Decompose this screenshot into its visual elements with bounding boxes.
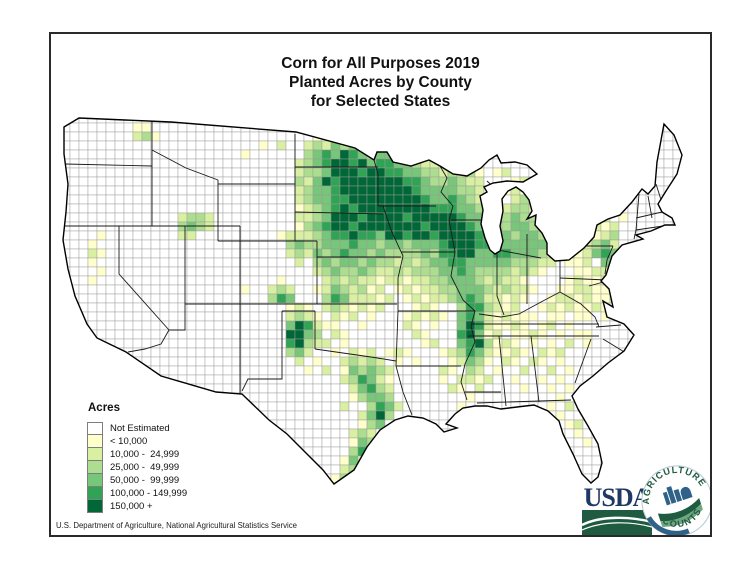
legend-swatch (87, 487, 103, 500)
legend-label: 10,000 - 24,999 (110, 449, 180, 460)
legend: Acres Not Estimated < 10,000 10,000 - 24,9… (87, 402, 187, 513)
legend-label: 150,000 + (110, 501, 153, 512)
legend-label: 100,000 - 149,999 (110, 488, 188, 499)
legend-title: Acres (88, 402, 120, 414)
legend-label: < 10,000 (110, 436, 148, 447)
legend-item: 150,000 + (87, 500, 187, 513)
legend-item: 25,000 - 49,999 (87, 461, 187, 474)
legend-item: Not Estimated (87, 422, 187, 435)
legend-rows: Not Estimated < 10,000 10,000 - 24,999 25,0… (87, 422, 187, 513)
legend-swatch (87, 435, 103, 448)
field-band-dark-icon (657, 498, 702, 522)
map-frame: Corn for All Purposes 2019 Planted Acres… (49, 32, 712, 537)
state-borders (63, 120, 664, 416)
legend-swatch (87, 474, 103, 487)
legend-swatch (87, 500, 103, 513)
map-title-line3: for Selected States (310, 93, 451, 110)
legend-label: 50,000 - 99,999 (110, 475, 180, 486)
agriculture-counts-logo: AGRICULTURE COUNTS (639, 463, 710, 535)
legend-swatch (87, 422, 103, 435)
legend-swatch (87, 461, 103, 474)
counts-crescent-icon (646, 516, 690, 535)
field-band-light-icon (660, 503, 703, 527)
legend-item: 100,000 - 149,999 (87, 487, 187, 500)
usda-logo: USDA (581, 483, 653, 535)
legend-item: 10,000 - 24,999 (87, 448, 187, 461)
source-credit: U.S. Department of Agriculture, National… (56, 521, 297, 530)
legend-label: 25,000 - 49,999 (110, 462, 180, 473)
map-title: Corn for All Purposes 2019 Planted Acres… (51, 54, 710, 111)
us-outline (62, 117, 683, 485)
legend-label: Not Estimated (110, 423, 170, 434)
legend-item: 50,000 - 99,999 (87, 474, 187, 487)
usda-swoosh-icon (581, 510, 653, 535)
map-title-line2: Planted Acres by County (289, 74, 472, 91)
usda-wordmark: USDA (583, 483, 652, 512)
legend-swatch (87, 448, 103, 461)
map-title-line1: Corn for All Purposes 2019 (281, 55, 480, 72)
grain-elevator-icon (662, 486, 693, 506)
us-county-choropleth-map (62, 117, 683, 485)
legend-item: < 10,000 (87, 435, 187, 448)
